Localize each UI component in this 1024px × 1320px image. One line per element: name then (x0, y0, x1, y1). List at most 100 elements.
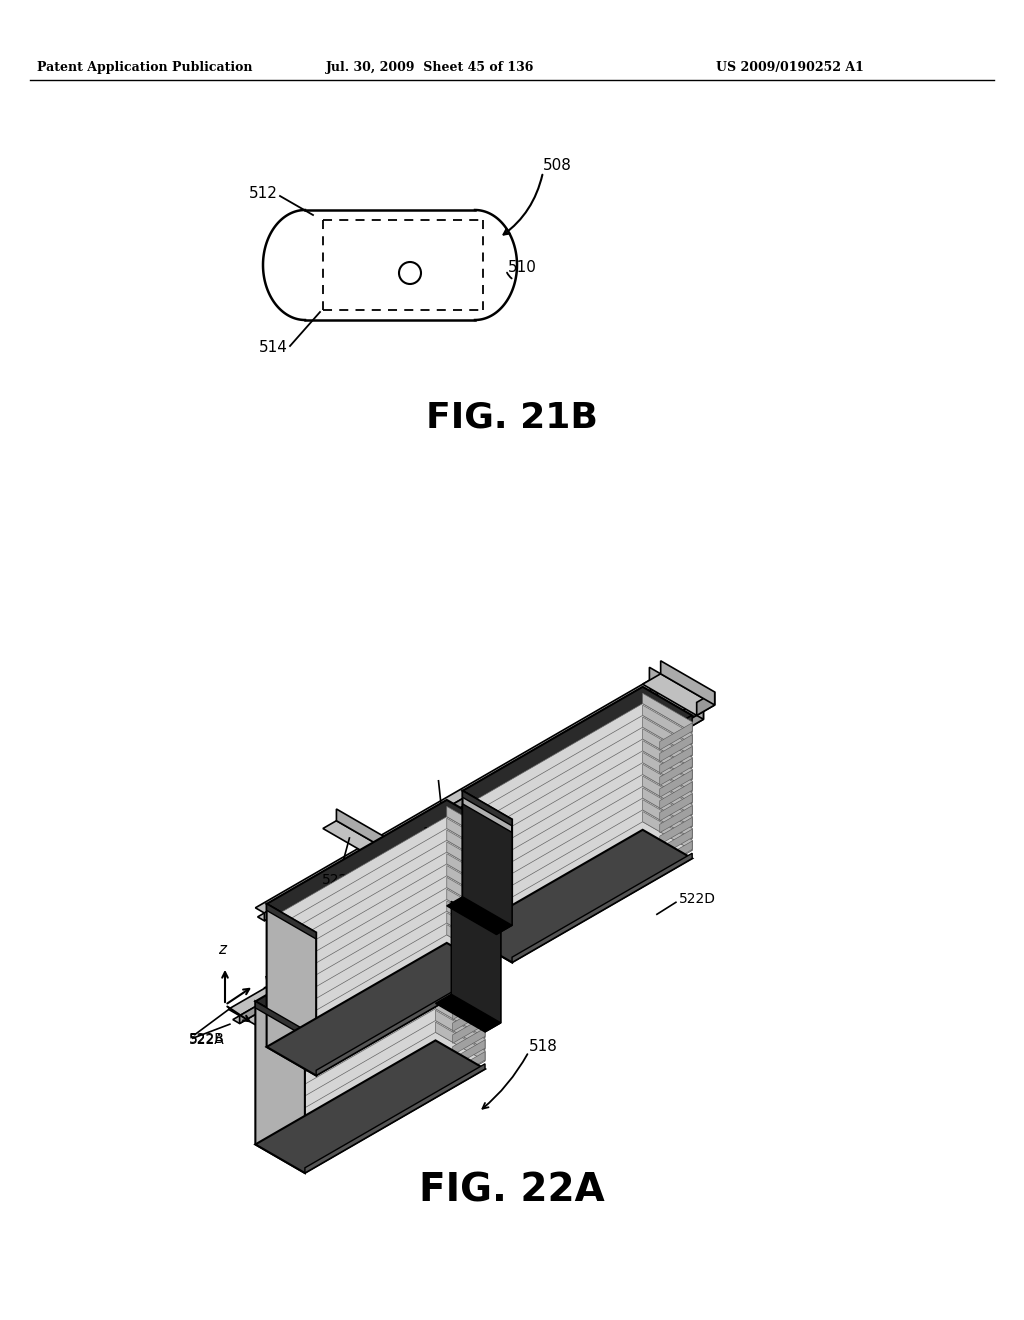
Polygon shape (464, 847, 497, 875)
Polygon shape (266, 942, 497, 1076)
Polygon shape (643, 764, 692, 803)
Polygon shape (316, 858, 497, 973)
Polygon shape (485, 903, 499, 923)
Polygon shape (463, 791, 512, 962)
Polygon shape (463, 704, 692, 836)
Polygon shape (464, 859, 497, 887)
Polygon shape (446, 878, 497, 916)
Polygon shape (659, 770, 692, 797)
Text: US 2009/0190252 A1: US 2009/0190252 A1 (716, 62, 864, 74)
Polygon shape (464, 883, 497, 911)
Polygon shape (643, 752, 692, 791)
Polygon shape (453, 1005, 485, 1031)
Polygon shape (463, 787, 692, 919)
Polygon shape (266, 935, 497, 1068)
Polygon shape (228, 892, 485, 1040)
Polygon shape (453, 1052, 485, 1078)
Polygon shape (435, 964, 485, 1002)
Text: 522D: 522D (679, 892, 716, 907)
Polygon shape (305, 932, 485, 1047)
Polygon shape (255, 937, 485, 1071)
Polygon shape (643, 812, 692, 850)
Polygon shape (512, 770, 692, 883)
Polygon shape (512, 781, 692, 895)
Polygon shape (316, 917, 497, 1032)
Polygon shape (240, 899, 442, 1023)
Polygon shape (435, 1010, 485, 1049)
Text: y: y (263, 974, 272, 989)
Polygon shape (446, 818, 497, 857)
Polygon shape (266, 829, 497, 961)
Polygon shape (309, 711, 703, 946)
Polygon shape (316, 906, 497, 1020)
Polygon shape (463, 763, 692, 895)
Polygon shape (435, 1022, 485, 1061)
Polygon shape (446, 830, 497, 869)
Text: 510: 510 (508, 260, 537, 276)
Polygon shape (264, 685, 658, 921)
Polygon shape (463, 830, 692, 962)
Polygon shape (255, 997, 485, 1130)
Polygon shape (512, 828, 692, 942)
Polygon shape (463, 804, 512, 925)
Text: 520: 520 (535, 837, 564, 851)
Polygon shape (266, 875, 497, 1008)
Polygon shape (305, 1015, 485, 1130)
Polygon shape (309, 698, 703, 939)
Polygon shape (453, 945, 485, 973)
Polygon shape (512, 840, 692, 954)
Polygon shape (659, 735, 692, 762)
Polygon shape (316, 966, 497, 1076)
Polygon shape (255, 1040, 485, 1173)
Polygon shape (464, 895, 497, 923)
Polygon shape (464, 942, 497, 969)
Text: FIG. 22A: FIG. 22A (419, 1171, 605, 1209)
Polygon shape (512, 853, 692, 962)
Polygon shape (485, 929, 501, 1032)
Polygon shape (283, 911, 485, 1040)
Polygon shape (452, 902, 501, 1023)
Polygon shape (415, 870, 452, 896)
Polygon shape (305, 1039, 485, 1154)
Polygon shape (643, 729, 692, 768)
Polygon shape (255, 680, 703, 939)
Polygon shape (512, 793, 692, 907)
Polygon shape (463, 791, 512, 826)
Polygon shape (512, 722, 692, 836)
Polygon shape (305, 1051, 485, 1166)
Polygon shape (316, 894, 497, 1008)
Polygon shape (659, 723, 692, 750)
Polygon shape (643, 741, 692, 779)
Polygon shape (446, 866, 497, 904)
Polygon shape (446, 890, 497, 928)
Polygon shape (453, 1028, 485, 1055)
Polygon shape (266, 911, 497, 1044)
Polygon shape (643, 788, 692, 826)
Polygon shape (266, 899, 497, 1032)
Polygon shape (463, 739, 692, 871)
Polygon shape (255, 973, 485, 1106)
Polygon shape (435, 916, 485, 954)
Polygon shape (435, 940, 485, 978)
Text: 514: 514 (259, 339, 288, 355)
Polygon shape (649, 668, 703, 711)
Polygon shape (305, 968, 485, 1082)
Polygon shape (659, 793, 692, 821)
Polygon shape (431, 879, 485, 924)
Polygon shape (435, 986, 485, 1026)
Polygon shape (316, 870, 497, 985)
Polygon shape (696, 708, 703, 719)
Polygon shape (316, 847, 497, 961)
Polygon shape (453, 957, 485, 985)
Text: 508: 508 (543, 157, 571, 173)
Polygon shape (446, 807, 497, 845)
Polygon shape (435, 928, 485, 966)
Polygon shape (643, 800, 692, 838)
Polygon shape (464, 907, 497, 935)
Polygon shape (266, 865, 497, 997)
Text: z: z (218, 942, 226, 957)
Polygon shape (316, 829, 497, 939)
Polygon shape (435, 998, 485, 1038)
Text: 512: 512 (249, 186, 278, 201)
Text: FIG. 21B: FIG. 21B (426, 401, 598, 436)
